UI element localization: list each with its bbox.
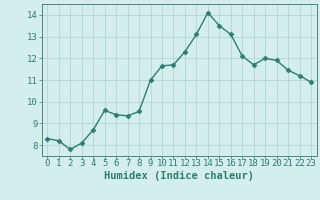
X-axis label: Humidex (Indice chaleur): Humidex (Indice chaleur) (104, 171, 254, 181)
